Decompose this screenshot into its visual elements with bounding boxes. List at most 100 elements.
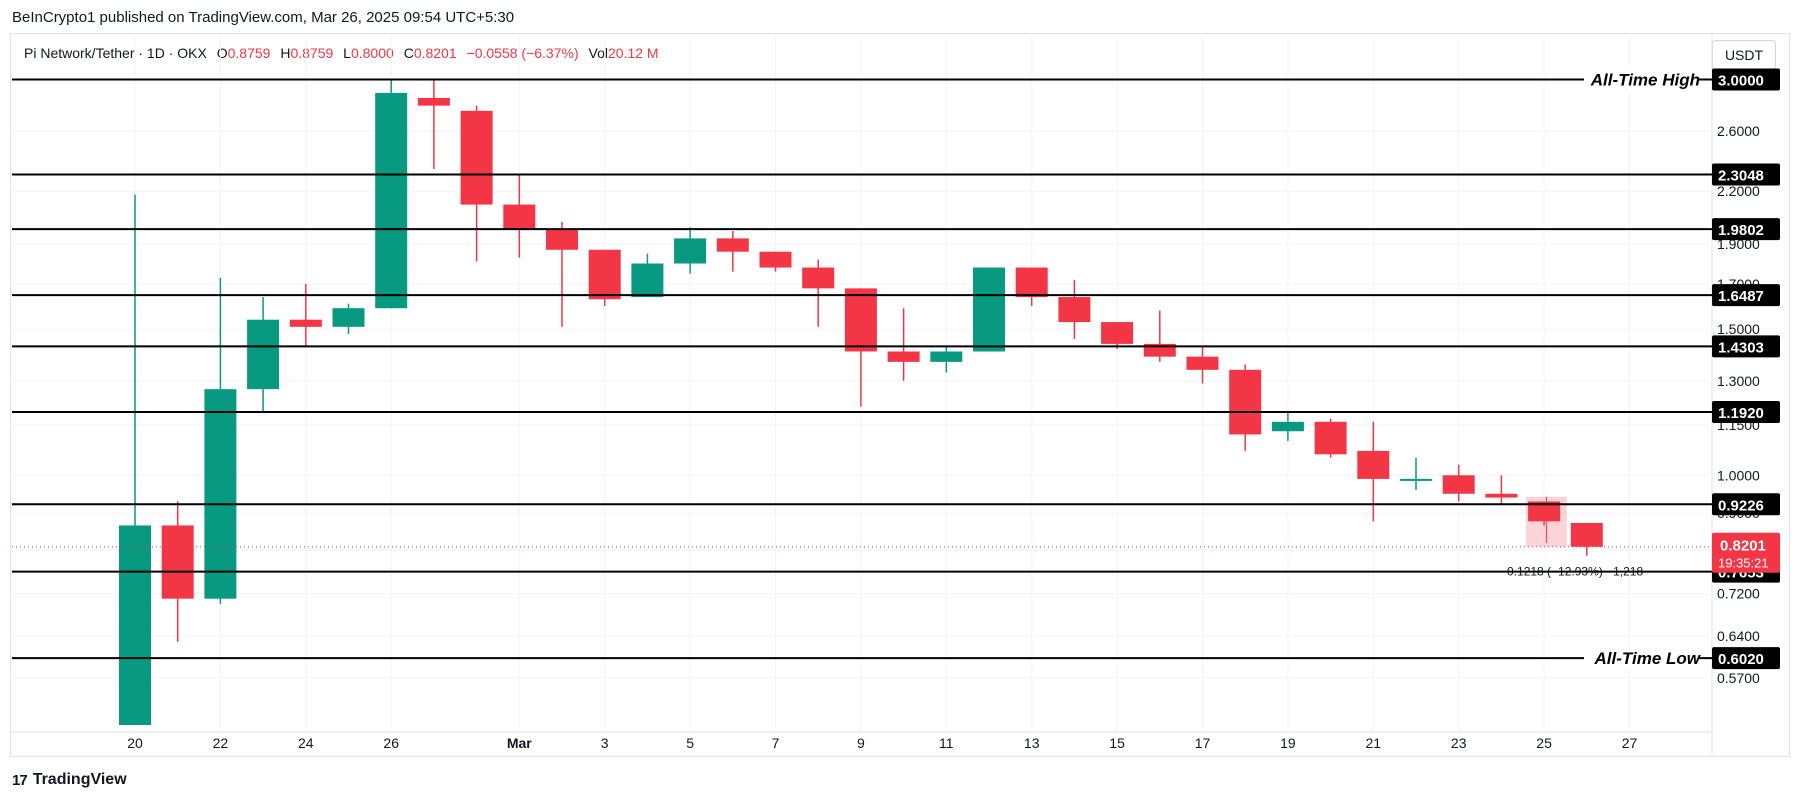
candle-body-up — [332, 308, 365, 327]
candle-body-down — [1570, 522, 1603, 547]
candle-body-up — [631, 263, 664, 298]
candle-body-down — [417, 97, 450, 106]
candle-body-down — [588, 249, 621, 300]
candle-body-down — [1357, 450, 1390, 479]
volume-value: 20.12 M — [607, 45, 659, 61]
chart-frame — [10, 33, 1790, 757]
ohlc-legend: Pi Network/Tether · 1D · OKX O0.8759 H0.… — [24, 45, 659, 61]
x-tick-label: 15 — [1109, 735, 1125, 751]
x-tick-label: 11 — [939, 735, 954, 751]
key-level-badge-label: 3.0000 — [1718, 72, 1764, 89]
candle-body-down — [716, 238, 749, 252]
candle-body-up — [674, 238, 707, 264]
key-level-badge — [1712, 218, 1780, 241]
high-key: H — [280, 45, 291, 61]
x-tick-label: 27 — [1622, 735, 1638, 751]
candle-body-down — [503, 204, 536, 230]
x-tick-label: Mar — [507, 735, 532, 751]
brand-name: TradingView — [32, 771, 127, 788]
x-tick-label: 24 — [298, 735, 314, 751]
candle-body-down — [1101, 322, 1134, 344]
key-level-annotation: All-Time Low — [1594, 649, 1702, 668]
x-tick-label: 3 — [601, 735, 609, 751]
x-tick-label: 21 — [1366, 735, 1382, 751]
candle-body-up — [1271, 421, 1304, 432]
candle-body-up — [247, 319, 280, 390]
candle-body-down — [1058, 297, 1091, 323]
key-level-badge-label: 1.4303 — [1718, 339, 1764, 356]
candle-body-down — [887, 351, 920, 362]
candle-body-down — [844, 288, 877, 352]
low-value: 0.8000 — [350, 45, 394, 61]
y-tick-label: 0.7200 — [1717, 586, 1760, 602]
candle-body-up — [375, 92, 408, 309]
x-tick-label: 25 — [1536, 735, 1552, 751]
y-tick-label: 1.3000 — [1717, 373, 1760, 389]
key-level-annotation-bg — [1584, 68, 1698, 91]
symbol-label[interactable]: Pi Network/Tether · 1D · OKX — [24, 45, 207, 61]
candle-body-down — [802, 267, 835, 289]
key-level-annotation-bg — [1584, 647, 1698, 670]
candle-body-down — [161, 525, 194, 599]
close-key: C — [403, 45, 414, 61]
key-level-badge-label: 1.1920 — [1718, 405, 1764, 422]
x-tick-label: 9 — [857, 735, 865, 751]
close-value: 0.8201 — [413, 45, 457, 61]
y-tick-label: 1.5000 — [1717, 321, 1760, 337]
countdown-label: 19:35:21 — [1718, 556, 1769, 571]
open-value: 0.8759 — [227, 45, 271, 61]
key-level-badge — [1712, 647, 1780, 670]
volume-key: Vol — [588, 45, 608, 61]
y-tick-label: 0.6400 — [1717, 628, 1760, 644]
key-level-badge — [1712, 401, 1780, 424]
candle-body-up — [204, 389, 237, 599]
open-key: O — [216, 45, 228, 61]
candle-body-down — [1528, 501, 1561, 522]
publish-info: BeInCrypto1 published on TradingView.com… — [12, 9, 515, 26]
key-level-badge — [1712, 493, 1780, 516]
change-value: −0.0558 (−6.37%) — [466, 45, 579, 61]
candle-body-down — [1229, 369, 1262, 435]
key-level-badge — [1712, 68, 1780, 91]
candle-body-up — [1400, 478, 1432, 481]
candle-body-up — [119, 525, 151, 725]
candle-body-down — [1015, 267, 1048, 298]
key-level-annotation: All-Time High — [1590, 70, 1700, 89]
candle-body-down — [546, 229, 578, 250]
candle-body-down — [289, 319, 322, 327]
candle-body-down — [1186, 356, 1219, 370]
y-tick-label: 2.6000 — [1717, 123, 1760, 139]
high-value: 0.8759 — [290, 45, 334, 61]
key-level-badge — [1712, 163, 1780, 186]
key-level-badge-label: 1.6487 — [1718, 288, 1764, 305]
x-tick-label: 19 — [1280, 735, 1296, 751]
candle-body-down — [1314, 421, 1347, 455]
candle-body-down — [1442, 475, 1475, 494]
candle-body-down — [460, 110, 493, 205]
y-tick-label: 2.2000 — [1717, 183, 1760, 199]
x-tick-label: 23 — [1451, 735, 1467, 751]
x-tick-label: 22 — [213, 735, 229, 751]
candle-body-down — [759, 251, 792, 268]
y-tick-label: 0.5700 — [1717, 670, 1760, 686]
key-level-badge-label: 2.3048 — [1718, 167, 1764, 184]
key-level-badge-label: 0.6020 — [1718, 651, 1764, 668]
candle-body-down — [1485, 493, 1518, 498]
key-level-badge-label: 0.9226 — [1718, 497, 1764, 514]
x-tick-label: 5 — [686, 735, 694, 751]
current-price-badge — [1712, 532, 1780, 573]
current-price-label: 0.8201 — [1720, 538, 1766, 555]
x-tick-label: 7 — [772, 735, 780, 751]
key-level-badge — [1712, 335, 1780, 358]
x-tick-label: 20 — [127, 735, 143, 751]
x-tick-label: 13 — [1024, 735, 1040, 751]
tradingview-logo-icon: 17 — [12, 771, 28, 789]
candle-body-up — [973, 267, 1005, 352]
x-tick-label: 26 — [383, 735, 399, 751]
key-level-badge-label: 1.9802 — [1718, 222, 1764, 239]
key-level-badge — [1712, 284, 1780, 307]
y-tick-label: 1.0000 — [1717, 467, 1760, 483]
footer-brand: 17 TradingView — [12, 771, 127, 789]
x-tick-label: 17 — [1195, 735, 1211, 751]
